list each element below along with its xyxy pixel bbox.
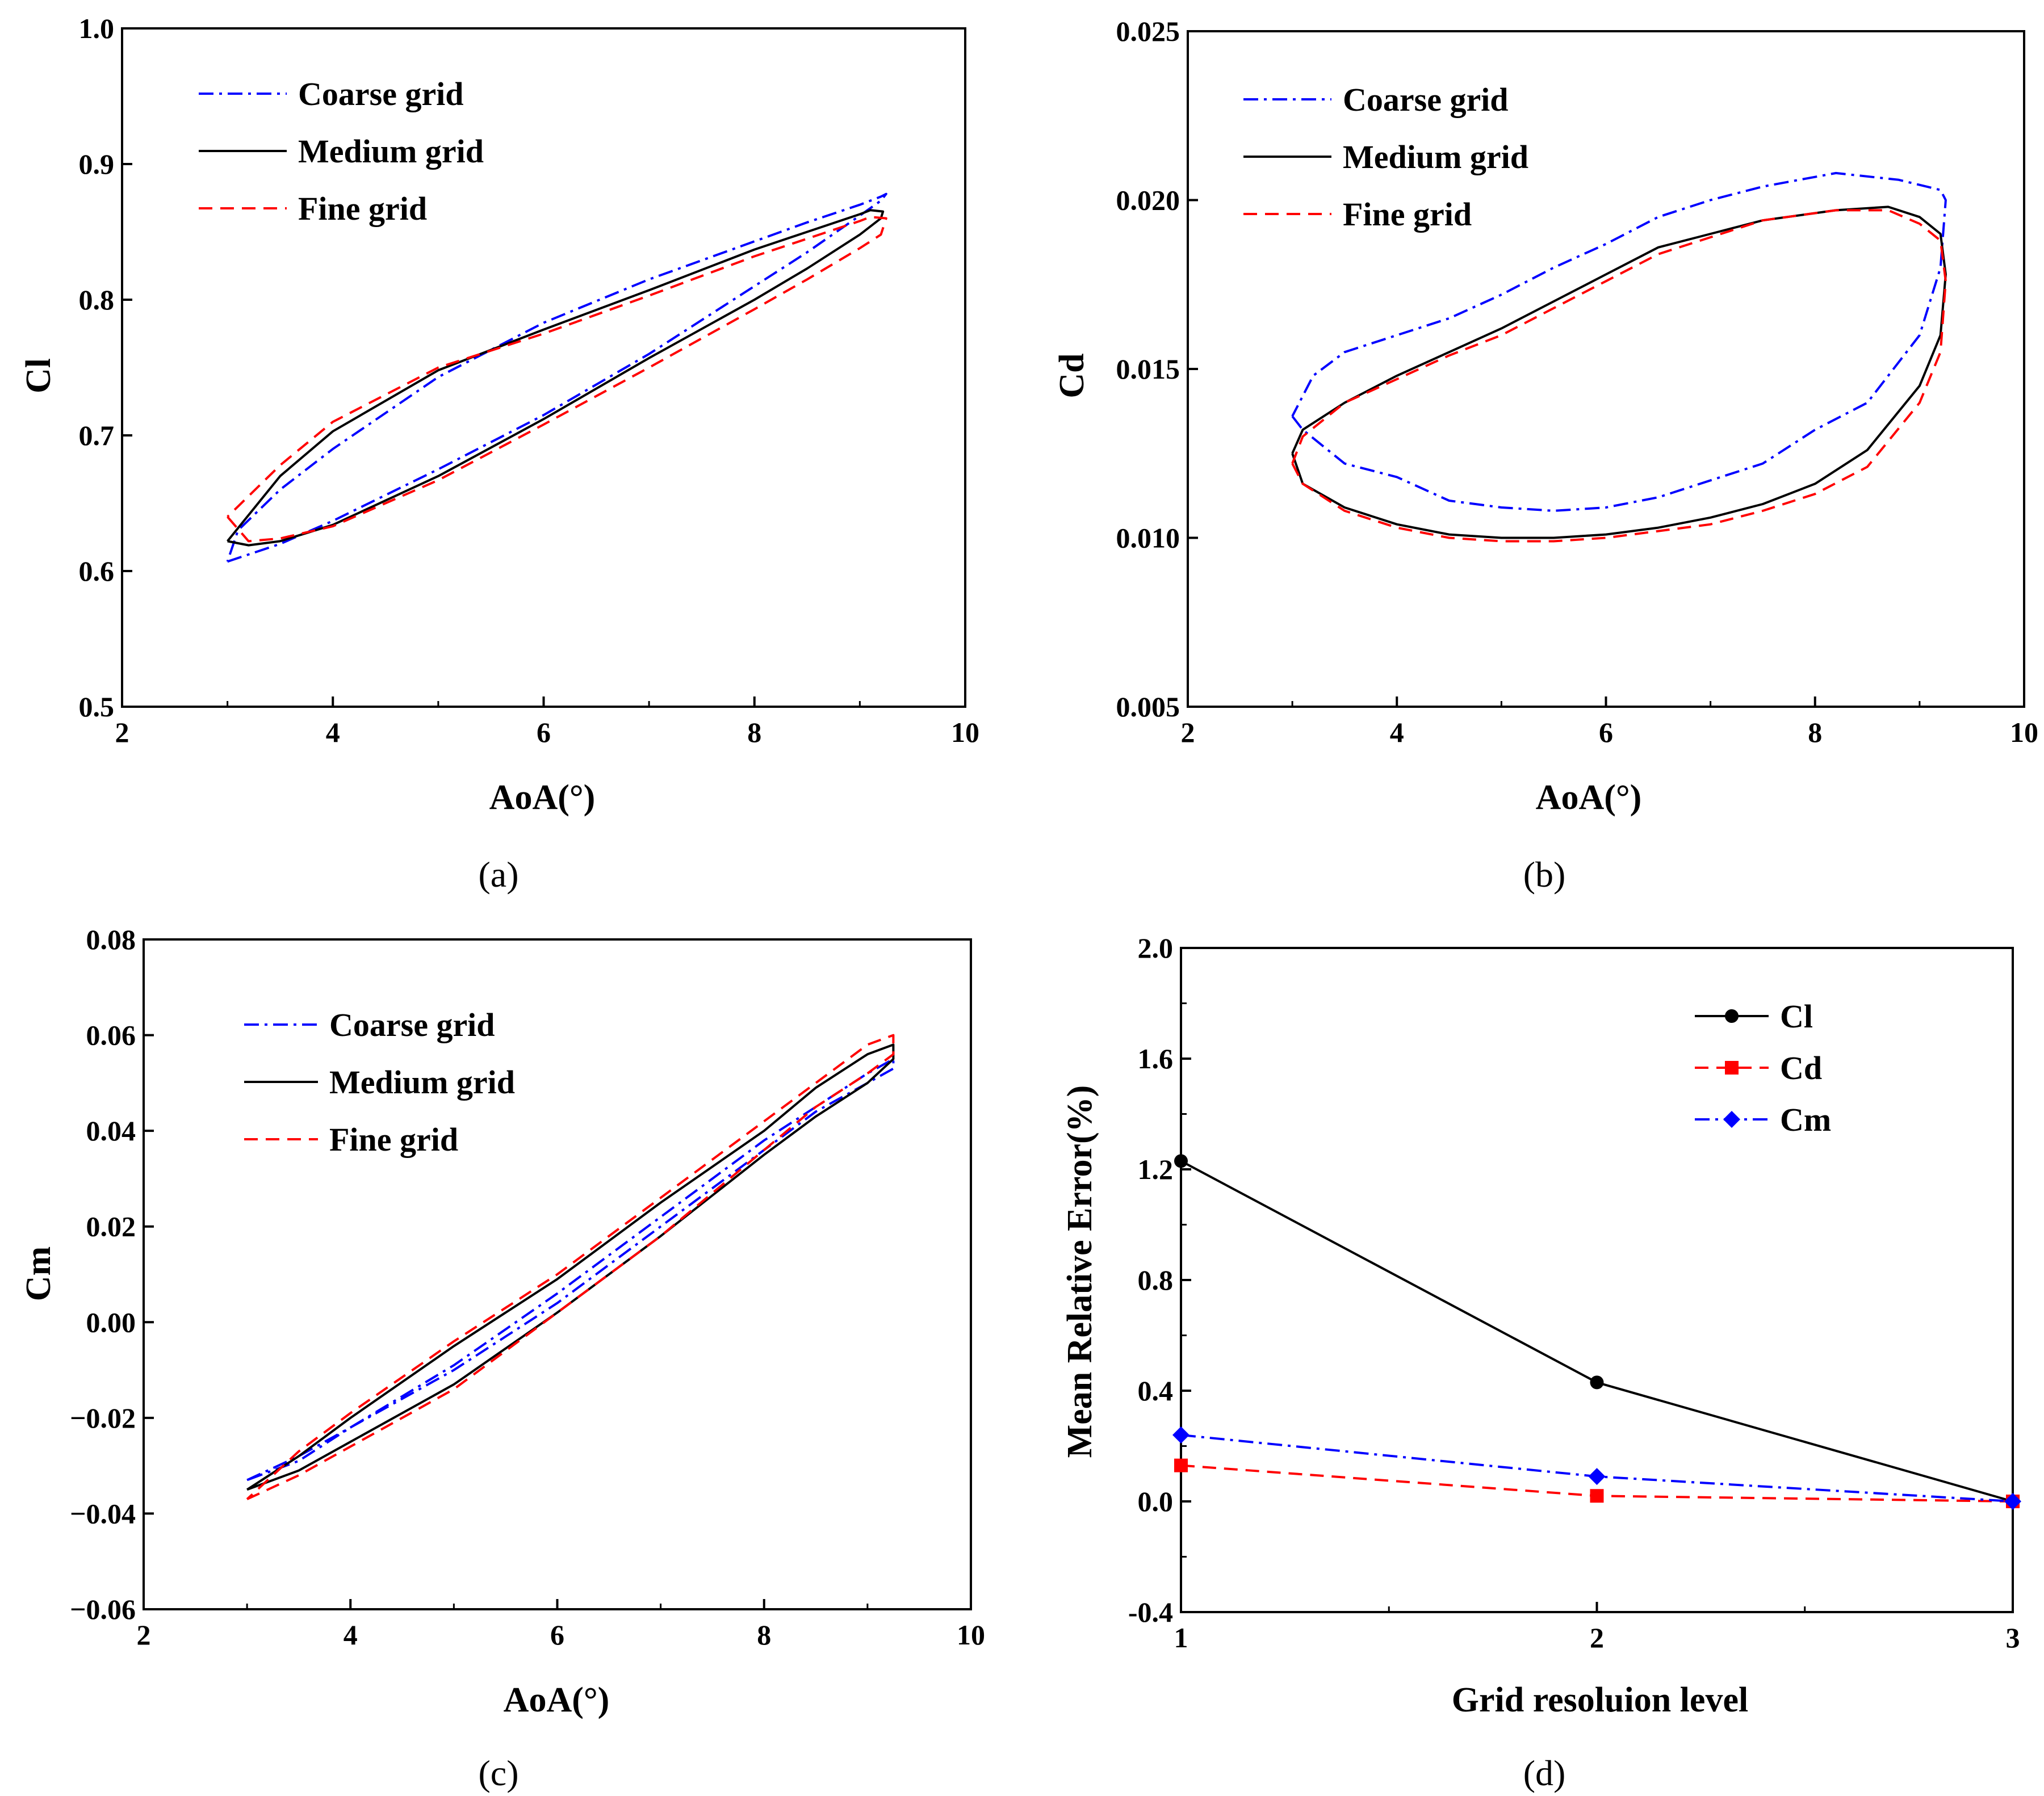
panel-b-axes: 2 4 6 8 10 0.005 0.010 0.015 0.020 0.025 <box>1116 15 2039 748</box>
panel-b-legend: Coarse grid Medium grid Fine grid <box>1243 81 1528 233</box>
panel-d-x-tick-label: 3 <box>2006 1622 2020 1654</box>
panel-d-y-tick-label: 0.4 <box>1138 1375 1174 1407</box>
panel-c-axes: 2 4 6 8 10 −0.06 −0.04 −0.02 0.00 0.02 0.04 0.06 0.0… <box>70 924 985 1651</box>
panel-d-y-tick-label: 2.0 <box>1138 932 1174 964</box>
panel-b-y-tick-label: 0.010 <box>1116 522 1180 554</box>
panel-d-legend: Cl Cd Cm <box>1695 998 1831 1138</box>
panel-d-series <box>1172 1154 2021 1510</box>
panel-a-legend: Coarse grid Medium grid Fine grid <box>199 75 484 227</box>
panel-d-legend-label-cd: Cd <box>1780 1050 1822 1086</box>
panel-b-y-tick-label: 0.025 <box>1116 15 1180 47</box>
panel-c-legend: Coarse grid Medium grid Fine grid <box>244 1006 515 1158</box>
panel-a-x-tick-label: 4 <box>326 716 340 748</box>
panel-d-y-tick-label: 1.2 <box>1138 1153 1174 1185</box>
panel-c-series <box>246 1034 895 1500</box>
panel-b-x-tick-label: 4 <box>1390 716 1404 748</box>
panel-c-x-axis-title: AoA(°) <box>504 1681 610 1719</box>
panel-c-x-tick-label: 2 <box>137 1619 151 1651</box>
panel-c-x-tick-label: 6 <box>550 1619 564 1651</box>
panel-c-y-tick-label: 0.08 <box>86 924 136 955</box>
panel-d-x-tick-label: 2 <box>1590 1622 1604 1654</box>
panel-c-y-tick-label: −0.04 <box>70 1497 136 1529</box>
panel-a-legend-label-medium-grid: Medium grid <box>298 133 484 170</box>
panel-d-legend-label-cl: Cl <box>1780 998 1813 1035</box>
panel-b-y-tick-label: 0.005 <box>1116 691 1180 723</box>
panel-c-y-tick-label: 0.06 <box>86 1019 136 1051</box>
panel-b-x-tick-label: 2 <box>1181 716 1195 748</box>
panel-b-y-tick-label: 0.015 <box>1116 353 1180 385</box>
panel-d-error-chart: 1 2 3 -0.4 0.0 0.4 0.8 1.2 1.6 2.0 Cl Cd Cm Grid re… <box>1061 932 2021 1793</box>
panel-c-series-fine-grid-line <box>246 1034 895 1500</box>
panel-b-legend-label-medium-grid: Medium grid <box>1343 139 1528 175</box>
panel-a-y-tick-label: 0.5 <box>79 691 115 723</box>
panel-d-legend-marker-cl <box>1725 1009 1739 1023</box>
panel-d-cl-point <box>1174 1154 1188 1168</box>
panel-a-y-tick-label: 0.8 <box>79 284 115 316</box>
panel-c-y-tick-label: 0.02 <box>86 1211 136 1243</box>
panel-d-y-tick-label: 0.8 <box>1138 1264 1174 1296</box>
panel-a-x-tick-label: 10 <box>951 716 979 748</box>
panel-c-y-tick-label: 0.00 <box>86 1306 136 1338</box>
panel-a-caption: (a) <box>478 854 518 895</box>
panel-d-axes: 1 2 3 -0.4 0.0 0.4 0.8 1.2 1.6 2.0 <box>1128 932 2020 1654</box>
panel-b-legend-label-coarse-grid: Coarse grid <box>1343 81 1509 118</box>
panel-d-y-tick-label: -0.4 <box>1128 1596 1173 1628</box>
panel-a-x-tick-label: 8 <box>747 716 761 748</box>
panel-b-caption: (b) <box>1523 854 1566 895</box>
panel-a-x-tick-label: 2 <box>115 716 129 748</box>
panel-a-series-fine-grid-line <box>227 216 887 543</box>
panel-c-y-tick-label: −0.06 <box>70 1593 136 1625</box>
panel-b-x-tick-label: 10 <box>2010 716 2038 748</box>
panel-d-x-axis-title: Grid resoluion level <box>1452 1681 1748 1719</box>
panel-a-series-coarse-grid-line <box>226 192 887 563</box>
panel-a-y-tick-label: 1.0 <box>79 12 115 44</box>
panel-d-legend-marker-cd <box>1725 1061 1739 1075</box>
panel-d-cm-point <box>1172 1426 1189 1443</box>
panel-c-y-tick-label: −0.02 <box>70 1402 136 1434</box>
panel-d-cd-point <box>1174 1458 1188 1472</box>
panel-c-y-axis-title: Cm <box>19 1247 58 1301</box>
panel-b-series-coarse-grid-line <box>1291 171 1947 512</box>
panel-a-x-tick-label: 6 <box>537 716 551 748</box>
panel-d-legend-marker-cm <box>1723 1111 1740 1128</box>
panel-b-x-tick-label: 6 <box>1599 716 1613 748</box>
panel-a-cl-chart: 2 4 6 8 10 0.5 0.6 0.7 0.8 0.9 1.0 Coarse grid Medi… <box>19 12 979 895</box>
panel-d-legend-label-cm: Cm <box>1780 1101 1831 1138</box>
panel-c-cm-chart: 2 4 6 8 10 −0.06 −0.04 −0.02 0.00 0.02 0.04 0.06 0.0… <box>19 924 985 1793</box>
panel-d-y-axis-title: Mean Relative Error(%) <box>1061 1085 1099 1458</box>
panel-c-caption: (c) <box>478 1753 518 1793</box>
panel-c-x-tick-label: 8 <box>757 1619 771 1651</box>
panel-a-legend-label-fine-grid: Fine grid <box>298 190 427 227</box>
panel-a-axes: 2 4 6 8 10 0.5 0.6 0.7 0.8 0.9 1.0 <box>79 12 980 748</box>
panel-c-legend-label-medium-grid: Medium grid <box>329 1064 515 1101</box>
panel-c-legend-label-coarse-grid: Coarse grid <box>329 1006 495 1043</box>
panel-c-x-tick-label: 4 <box>344 1619 358 1651</box>
panel-d-cm-point <box>2004 1493 2021 1510</box>
panel-a-x-axis-title: AoA(°) <box>489 778 596 817</box>
panel-d-caption: (d) <box>1523 1753 1566 1793</box>
panel-a-legend-label-coarse-grid: Coarse grid <box>298 75 464 112</box>
panel-b-series <box>1291 171 1947 543</box>
panel-a-y-tick-label: 0.6 <box>79 555 115 587</box>
panel-b-x-axis-title: AoA(°) <box>1536 778 1642 817</box>
panel-c-legend-label-fine-grid: Fine grid <box>329 1121 458 1158</box>
panel-d-y-tick-label: 0.0 <box>1138 1486 1174 1517</box>
panel-d-cl-point <box>1590 1375 1604 1390</box>
panel-c-y-tick-label: 0.04 <box>86 1115 136 1147</box>
panel-b-legend-label-fine-grid: Fine grid <box>1343 196 1472 233</box>
panel-d-cm-point <box>1588 1468 1606 1486</box>
panel-a-y-axis-title: Cl <box>19 358 58 393</box>
panel-b-y-axis-title: Cd <box>1053 353 1091 398</box>
panel-d-cd-point <box>1590 1489 1604 1503</box>
panel-a-y-tick-label: 0.9 <box>79 148 115 180</box>
panel-b-cd-chart: 2 4 6 8 10 0.005 0.010 0.015 0.020 0.025 Coarse g… <box>1053 15 2038 895</box>
panel-b-y-tick-label: 0.020 <box>1116 184 1180 216</box>
panel-c-x-tick-label: 10 <box>957 1619 985 1651</box>
panel-b-x-tick-label: 8 <box>1808 716 1822 748</box>
panel-d-x-tick-label: 1 <box>1174 1622 1188 1654</box>
panel-d-y-tick-label: 1.6 <box>1138 1043 1174 1075</box>
panel-a-series <box>226 192 887 563</box>
panel-a-y-tick-label: 0.7 <box>79 419 115 451</box>
